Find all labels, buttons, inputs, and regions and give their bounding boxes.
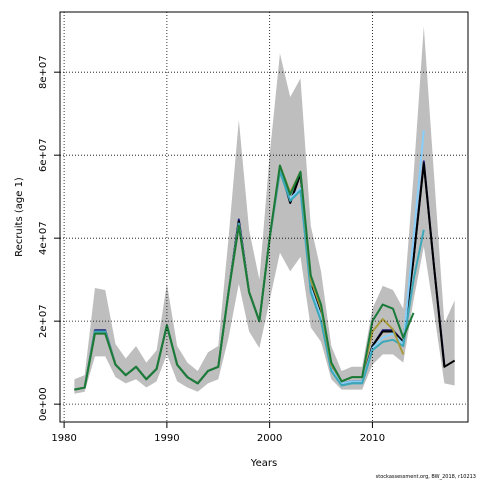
x-axis-label: Years <box>250 458 277 469</box>
x-tick-label: 2010 <box>360 433 385 444</box>
y-tick-label: 4e+07 <box>38 221 49 255</box>
y-tick-label: 0e+00 <box>38 387 49 421</box>
confidence-band <box>74 26 455 394</box>
plot-frame <box>59 11 469 423</box>
x-tick-label: 2000 <box>257 433 282 444</box>
x-tick-label: 1980 <box>51 433 76 444</box>
series-line <box>74 164 415 391</box>
x-tick-label: 1990 <box>154 433 179 444</box>
y-tick-label: 2e+07 <box>38 304 49 338</box>
y-axis-label: Recruits (age 1) <box>14 177 25 257</box>
y-tick-label: 6e+07 <box>38 138 49 172</box>
footnote: stockassessment.org, BW_2018, r10213 <box>376 474 476 480</box>
y-tick-label: 8e+07 <box>38 55 49 89</box>
